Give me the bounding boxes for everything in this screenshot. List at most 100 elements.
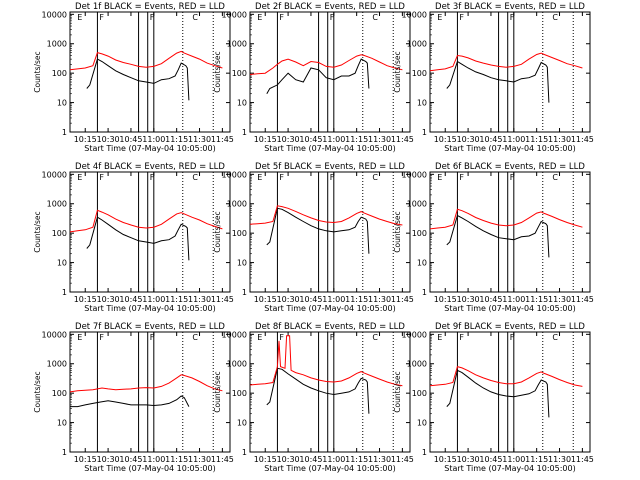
marker-label-f: F xyxy=(459,333,464,342)
x-tick-label: 10:15 xyxy=(254,135,277,144)
series-line-red-lld xyxy=(69,374,223,393)
y-axis-label: Counts/sec xyxy=(213,211,222,252)
y-tick-label: 1000 xyxy=(47,40,67,49)
x-tick-label: 11:00 xyxy=(502,135,525,144)
marker-label-e: E xyxy=(257,173,262,182)
series-line-red-lld xyxy=(249,54,403,75)
y-tick-label: 10 xyxy=(57,99,67,108)
x-tick-label: 11:30 xyxy=(368,455,391,464)
x-tick-label: 10:15 xyxy=(434,455,457,464)
y-tick-label: 100 xyxy=(412,69,427,78)
y-axis-label: Counts/sec xyxy=(33,51,42,92)
y-tick-label: 100 xyxy=(412,229,427,238)
marker-label-f: F xyxy=(330,333,335,342)
panel-det-3: Det 3f BLACK = Events, RED = LLD 1 10 100 10… xyxy=(393,2,594,153)
marker-label-f: F xyxy=(279,333,284,342)
x-tick-label: 11:15 xyxy=(165,135,188,144)
x-tick-label: 11:00 xyxy=(142,135,165,144)
plot-frame xyxy=(249,11,411,133)
marker-label-c: C xyxy=(552,13,558,22)
x-tick-label: 10:30 xyxy=(97,135,120,144)
x-axis-label: Start Time (07-May-04 10:05:00) xyxy=(444,304,575,313)
x-tick-label: 11:30 xyxy=(548,295,571,304)
x-tick-label: 10:45 xyxy=(479,295,502,304)
marker-label-f: F xyxy=(279,173,284,182)
y-axis-label: Counts/sec xyxy=(213,51,222,92)
panel-title: Det 6f BLACK = Events, RED = LLD xyxy=(435,162,585,172)
x-tick-label: 11:00 xyxy=(502,455,525,464)
x-tick-label: 10:45 xyxy=(299,295,322,304)
x-axis-label: Start Time (07-May-04 10:05:00) xyxy=(264,464,395,473)
marker-label-f: F xyxy=(150,13,155,22)
y-tick-label: 10000 xyxy=(402,170,427,179)
y-tick-label: 1000 xyxy=(47,200,67,209)
marker-label-f: F xyxy=(459,173,464,182)
x-tick-label: 10:15 xyxy=(434,295,457,304)
x-tick-label: 11:15 xyxy=(165,295,188,304)
x-tick-label: 10:30 xyxy=(277,455,300,464)
y-tick-label: 10 xyxy=(237,99,247,108)
x-tick-label: 11:45 xyxy=(571,295,594,304)
x-tick-label: 10:15 xyxy=(74,295,97,304)
y-tick-label: 10000 xyxy=(402,330,427,339)
series-line-red-lld xyxy=(429,52,583,72)
x-tick-label: 10:45 xyxy=(299,455,322,464)
y-tick-label: 100 xyxy=(412,389,427,398)
x-tick-label: 11:15 xyxy=(525,455,548,464)
y-tick-label: 100 xyxy=(52,69,67,78)
marker-label-f: F xyxy=(150,173,155,182)
x-tick-label: 10:15 xyxy=(74,455,97,464)
marker-label-e: E xyxy=(257,333,262,342)
x-tick-label: 10:30 xyxy=(277,135,300,144)
x-tick-label: 11:45 xyxy=(571,455,594,464)
y-tick-label: 1 xyxy=(62,288,67,297)
marker-label-e: E xyxy=(77,13,82,22)
y-tick-label: 10000 xyxy=(42,330,67,339)
x-tick-label: 11:45 xyxy=(211,455,234,464)
marker-label-f: F xyxy=(510,13,515,22)
x-tick-label: 10:15 xyxy=(434,135,457,144)
x-axis-label: Start Time (07-May-04 10:05:00) xyxy=(444,464,575,473)
x-tick-label: 11:15 xyxy=(345,455,368,464)
plot-frame xyxy=(69,171,231,293)
x-tick-label: 10:45 xyxy=(119,455,142,464)
y-tick-label: 100 xyxy=(232,389,247,398)
plot-frame xyxy=(429,171,591,293)
y-tick-label: 10 xyxy=(417,99,427,108)
panel-title: Det 5f BLACK = Events, RED = LLD xyxy=(255,162,405,172)
marker-label-f: F xyxy=(150,333,155,342)
x-tick-label: 11:30 xyxy=(188,295,211,304)
y-tick-label: 10 xyxy=(57,259,67,268)
series-line-red-lld xyxy=(69,209,223,233)
x-axis-label: Start Time (07-May-04 10:05:00) xyxy=(264,304,395,313)
marker-label-f: F xyxy=(99,333,104,342)
y-tick-label: 10000 xyxy=(222,170,247,179)
x-axis-label: Start Time (07-May-04 10:05:00) xyxy=(84,304,215,313)
series-line-black-events xyxy=(266,367,370,414)
y-tick-label: 10000 xyxy=(42,10,67,19)
y-tick-label: 10000 xyxy=(42,170,67,179)
plot-frame xyxy=(249,171,411,293)
x-tick-label: 10:30 xyxy=(97,455,120,464)
y-tick-label: 10000 xyxy=(222,10,247,19)
x-tick-label: 11:30 xyxy=(368,295,391,304)
x-tick-label: 10:30 xyxy=(457,295,480,304)
plot-frame xyxy=(429,11,591,133)
marker-label-e: E xyxy=(77,333,82,342)
x-tick-label: 11:00 xyxy=(142,455,165,464)
marker-label-f: F xyxy=(330,173,335,182)
marker-label-e: E xyxy=(437,333,442,342)
marker-label-c: C xyxy=(192,13,198,22)
series-line-black-events xyxy=(446,214,550,258)
panel-det-2: Det 2f BLACK = Events, RED = LLD 1 10 100 10… xyxy=(213,2,414,153)
panel-title: Det 4f BLACK = Events, RED = LLD xyxy=(75,162,225,172)
y-tick-label: 100 xyxy=(52,229,67,238)
x-tick-label: 10:15 xyxy=(74,135,97,144)
y-tick-label: 1 xyxy=(242,128,247,137)
y-tick-label: 1 xyxy=(242,288,247,297)
panel-title: Det 9f BLACK = Events, RED = LLD xyxy=(435,322,585,332)
plot-frame xyxy=(429,331,591,453)
y-tick-label: 1 xyxy=(242,448,247,457)
x-tick-label: 10:30 xyxy=(277,295,300,304)
